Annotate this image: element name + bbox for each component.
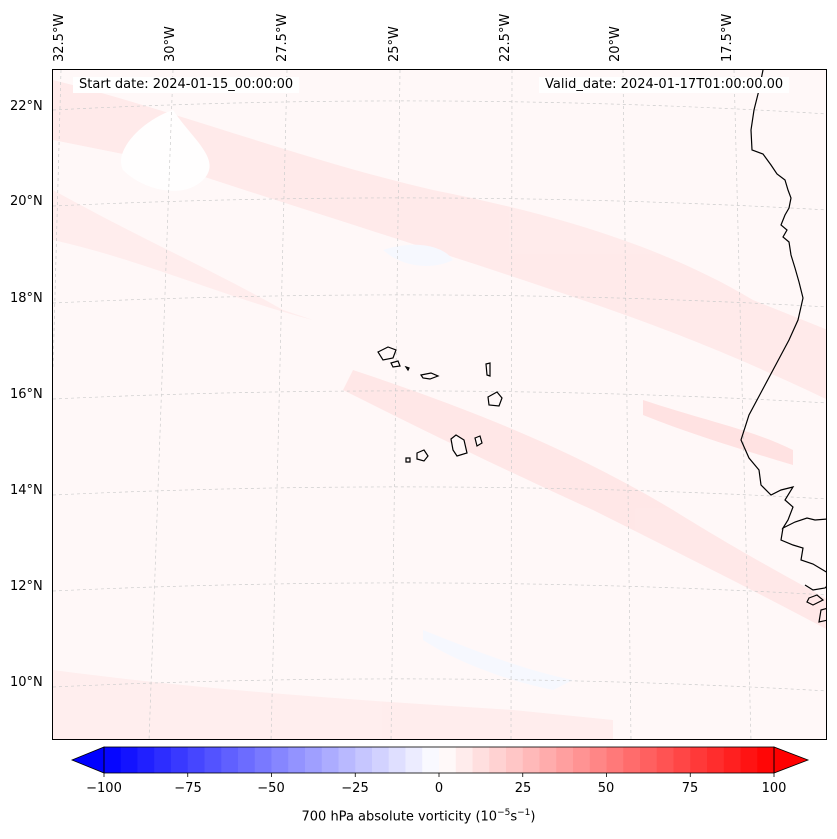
- lon-label-22-5w: 22.5°W: [498, 13, 513, 62]
- colorbar-segment: [522, 747, 540, 773]
- lon-label-27-5w: 27.5°W: [275, 13, 290, 62]
- longitude-gridlines: [53, 70, 752, 739]
- colorbar-segment: [673, 747, 691, 773]
- start-date-label: Start date: 2024-01-15_00:00:00: [73, 77, 300, 93]
- valid-date-label: Valid_date: 2024-01-17T01:00:00.00: [539, 77, 790, 93]
- lon-label-32-5w: 32.5°W: [52, 13, 67, 62]
- colorbar-segment: [221, 747, 239, 773]
- colorbar-segment: [656, 747, 674, 773]
- colorbar-segments: [104, 747, 775, 773]
- lat-label-20n: 20°N: [10, 194, 43, 209]
- colorbar-tick-marks: [103, 773, 775, 777]
- colorbar-segment: [238, 747, 256, 773]
- colorbar-tick-minus-100: −100: [86, 781, 122, 796]
- colorbar-max-extension: [773, 746, 810, 774]
- colorbar-segment: [338, 747, 356, 773]
- map-canvas: [53, 70, 826, 739]
- colorbar-segment: [388, 747, 406, 773]
- colorbar-segment: [573, 747, 591, 773]
- colorbar-segment: [589, 747, 607, 773]
- colorbar-tick-50: 50: [597, 781, 615, 796]
- colorbar-tick-25: 25: [514, 781, 532, 796]
- colorbar-segment: [455, 747, 473, 773]
- colorbar-segment: [271, 747, 289, 773]
- colorbar-segment: [288, 747, 306, 773]
- map-plot-area: [52, 69, 827, 740]
- lon-label-30w: 30°W: [163, 26, 178, 62]
- colorbar-tick-0: 0: [434, 781, 444, 796]
- colorbar-label-mid: s: [510, 809, 518, 825]
- lat-label-14n: 14°N: [10, 483, 43, 498]
- colorbar-segment: [422, 747, 440, 773]
- colorbar-segment: [506, 747, 524, 773]
- colorbar-segment: [154, 747, 172, 773]
- colorbar-tick-100: 100: [761, 781, 787, 796]
- latitude-gridlines: [53, 100, 826, 692]
- colorbar-segment: [120, 747, 138, 773]
- colorbar-segment: [723, 747, 741, 773]
- colorbar-segment: [472, 747, 490, 773]
- lat-label-22n: 22°N: [10, 99, 43, 114]
- vorticity-field: [53, 80, 826, 739]
- colorbar-segment: [305, 747, 323, 773]
- colorbar-segment: [204, 747, 222, 773]
- lon-label-17-5w: 17.5°W: [720, 13, 735, 62]
- colorbar-segment: [606, 747, 624, 773]
- colorbar-segment: [321, 747, 339, 773]
- lat-label-10n: 10°N: [10, 675, 43, 690]
- colorbar-segment: [757, 747, 775, 773]
- colorbar-tick-75: 75: [681, 781, 699, 796]
- lat-label-16n: 16°N: [10, 387, 43, 402]
- cape-verde-islands: [377, 346, 503, 463]
- colorbar-segment: [690, 747, 708, 773]
- colorbar-segment: [104, 747, 122, 773]
- colorbar-segment: [405, 747, 423, 773]
- lon-label-20w: 20°W: [608, 26, 623, 62]
- colorbar-segment: [439, 747, 457, 773]
- colorbar-label-main: 700 hPa absolute vorticity (10: [301, 809, 498, 825]
- colorbar-label: 700 hPa absolute vorticity (10−5s−1): [0, 808, 837, 824]
- colorbar-outline: [103, 746, 775, 774]
- colorbar-segment: [707, 747, 725, 773]
- colorbar-label-exp1: −5: [497, 808, 511, 818]
- colorbar-segment: [556, 747, 574, 773]
- colorbar-segment: [740, 747, 758, 773]
- colorbar-tick-minus-50: −50: [257, 781, 285, 796]
- colorbar-min-extension: [70, 746, 105, 774]
- africa-coastline: [740, 70, 826, 530]
- colorbar-segment: [640, 747, 658, 773]
- colorbar-segment: [372, 747, 390, 773]
- colorbar-tick-minus-25: −25: [341, 781, 369, 796]
- colorbar-segment: [623, 747, 641, 773]
- lat-label-12n: 12°N: [10, 579, 43, 594]
- colorbar-segment: [489, 747, 507, 773]
- colorbar-segment: [539, 747, 557, 773]
- lon-label-25w: 25°W: [387, 26, 402, 62]
- coast-inlets: [780, 527, 826, 623]
- colorbar-segment: [187, 747, 205, 773]
- lat-label-18n: 18°N: [10, 291, 43, 306]
- colorbar-label-end: ): [530, 809, 536, 825]
- colorbar-segment: [355, 747, 373, 773]
- colorbar-label-exp2: −1: [517, 808, 531, 818]
- colorbar-segment: [254, 747, 272, 773]
- colorbar-segment: [137, 747, 155, 773]
- colorbar-segment: [171, 747, 189, 773]
- colorbar-tick-minus-75: −75: [174, 781, 202, 796]
